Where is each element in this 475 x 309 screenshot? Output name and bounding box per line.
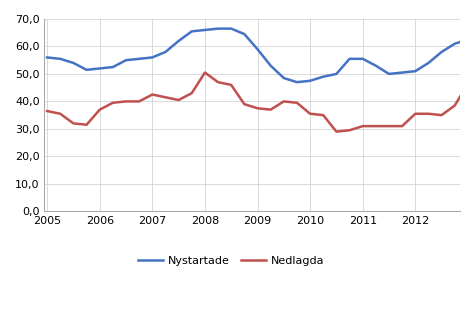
Nystartade	[57, 57, 63, 61]
Nedlagda	[307, 112, 313, 116]
Nedlagda	[426, 112, 431, 116]
Nystartade	[333, 72, 339, 76]
Nystartade	[44, 56, 50, 59]
Nedlagda	[465, 82, 471, 85]
Nedlagda	[347, 129, 352, 132]
Nedlagda	[44, 109, 50, 113]
Nystartade	[321, 75, 326, 78]
Nedlagda	[202, 71, 208, 74]
Nedlagda	[439, 113, 445, 117]
Nedlagda	[84, 123, 89, 127]
Nystartade	[123, 58, 129, 62]
Nystartade	[202, 28, 208, 32]
Nedlagda	[255, 106, 260, 110]
Nedlagda	[136, 99, 142, 103]
Nystartade	[189, 29, 195, 33]
Nystartade	[162, 50, 168, 54]
Nystartade	[307, 79, 313, 83]
Legend: Nystartade, Nedlagda: Nystartade, Nedlagda	[134, 252, 329, 270]
Nystartade	[294, 80, 300, 84]
Nedlagda	[71, 121, 76, 125]
Nedlagda	[452, 104, 457, 108]
Nystartade	[241, 32, 247, 36]
Nedlagda	[399, 124, 405, 128]
Nedlagda	[215, 80, 221, 84]
Nedlagda	[412, 112, 418, 116]
Nystartade	[176, 39, 181, 43]
Nystartade	[399, 71, 405, 74]
Nedlagda	[150, 93, 155, 96]
Nedlagda	[123, 99, 129, 103]
Line: Nystartade: Nystartade	[47, 29, 475, 82]
Nystartade	[255, 47, 260, 51]
Nedlagda	[321, 113, 326, 117]
Nedlagda	[281, 99, 286, 103]
Nystartade	[439, 50, 445, 54]
Nystartade	[215, 27, 221, 31]
Nystartade	[452, 42, 457, 45]
Nedlagda	[373, 124, 379, 128]
Nystartade	[110, 65, 116, 69]
Nystartade	[71, 61, 76, 65]
Nedlagda	[241, 102, 247, 106]
Nedlagda	[294, 101, 300, 105]
Nystartade	[136, 57, 142, 61]
Nedlagda	[110, 101, 116, 105]
Nystartade	[465, 38, 471, 41]
Nystartade	[426, 61, 431, 65]
Nedlagda	[97, 108, 103, 112]
Nedlagda	[268, 108, 274, 112]
Nedlagda	[57, 112, 63, 116]
Nystartade	[150, 56, 155, 59]
Nystartade	[84, 68, 89, 72]
Nystartade	[412, 69, 418, 73]
Nystartade	[97, 66, 103, 70]
Nedlagda	[386, 124, 392, 128]
Nedlagda	[189, 91, 195, 95]
Nedlagda	[228, 83, 234, 87]
Nedlagda	[360, 124, 366, 128]
Nedlagda	[162, 95, 168, 99]
Nystartade	[347, 57, 352, 61]
Nystartade	[268, 64, 274, 68]
Nedlagda	[333, 130, 339, 133]
Nystartade	[281, 76, 286, 80]
Nystartade	[228, 27, 234, 31]
Nystartade	[373, 64, 379, 68]
Nedlagda	[176, 98, 181, 102]
Nystartade	[386, 72, 392, 76]
Line: Nedlagda: Nedlagda	[47, 73, 475, 132]
Nystartade	[360, 57, 366, 61]
